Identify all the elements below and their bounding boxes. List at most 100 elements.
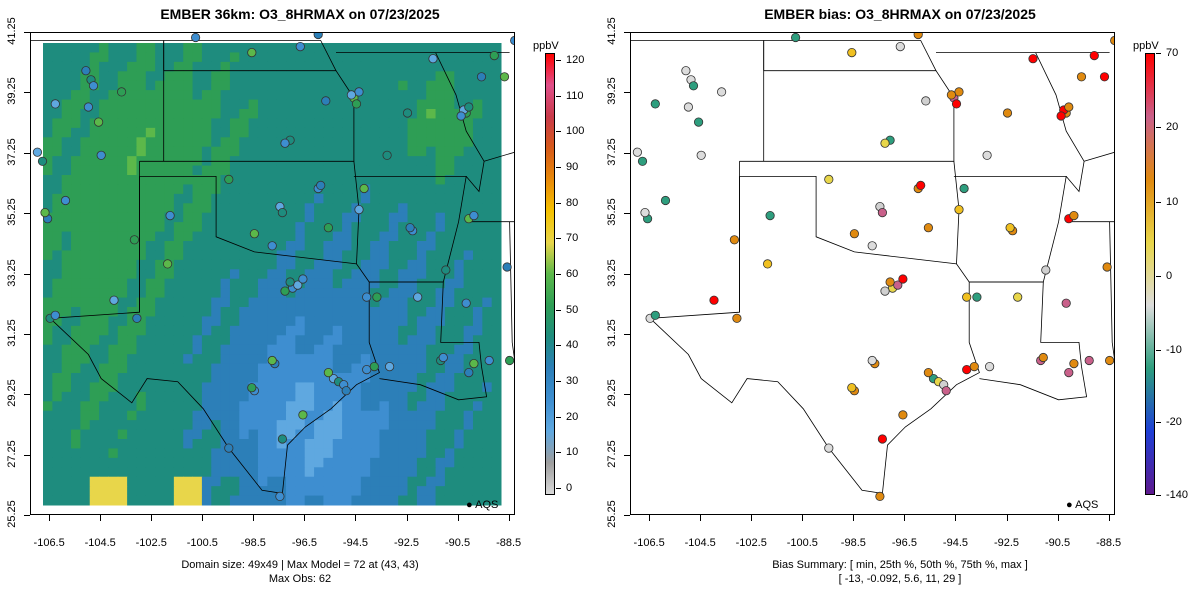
- lat-tick-mark: [24, 394, 30, 396]
- station-marker: [428, 54, 438, 64]
- station-marker: [696, 150, 706, 160]
- colorbar-tick-mark: [556, 345, 561, 347]
- station-marker: [959, 183, 969, 194]
- station-marker: [1089, 51, 1099, 61]
- colorbar-tick-label: 0: [1166, 269, 1173, 282]
- bias-panel-title: EMBER bias: O3_8HRMAX on 07/23/2025: [764, 6, 1036, 22]
- station-marker: [359, 183, 369, 194]
- station-marker: [109, 295, 119, 305]
- colorbar-tick-label: 10: [566, 446, 579, 459]
- station-marker: [224, 443, 234, 453]
- colorbar-tick-label: 10: [1166, 195, 1179, 208]
- lon-tick-label: -88.5: [496, 537, 522, 549]
- station-marker: [384, 361, 395, 372]
- lat-tick-mark: [624, 333, 630, 335]
- station-marker: [280, 138, 290, 148]
- colorbar-tick-label: 70: [1166, 47, 1179, 59]
- lon-tick-mark: [202, 515, 204, 521]
- station-marker: [469, 358, 479, 369]
- station-marker: [681, 66, 691, 76]
- station-marker: [847, 48, 857, 58]
- bias-obs-stations: [632, 33, 1114, 501]
- lat-tick-label: 25.25: [606, 500, 618, 528]
- station-marker: [341, 386, 351, 396]
- model-map-canvas: [31, 33, 514, 506]
- colorbar-tick-mark: [1156, 53, 1161, 54]
- lon-tick-mark: [700, 515, 702, 521]
- lat-tick-label: 31.25: [606, 319, 618, 347]
- lon-tick-label: -92.5: [993, 537, 1020, 549]
- station-marker: [372, 292, 382, 302]
- lat-tick-label: 41.25: [606, 17, 618, 45]
- colorbar-tick-mark: [556, 238, 561, 240]
- station-marker: [191, 33, 201, 43]
- station-marker: [280, 286, 290, 296]
- bias-map: [630, 32, 1115, 515]
- station-marker: [293, 280, 303, 290]
- station-marker: [1102, 262, 1112, 272]
- lon-tick-label: -94.5: [342, 537, 368, 549]
- station-marker: [249, 229, 259, 239]
- lon-tick-label: -90.5: [445, 537, 471, 549]
- station-marker: [923, 223, 933, 233]
- model-panel: EMBER 36km: O3_8HRMAX on 07/23/2025 41.2…: [6, 6, 584, 585]
- colorbar-tick-label: -140: [1166, 489, 1189, 501]
- lon-tick-mark: [904, 515, 906, 521]
- lat-tick-mark: [24, 32, 30, 33]
- colorbar-tick-mark: [556, 487, 561, 489]
- station-marker: [37, 156, 48, 166]
- lat-tick-mark: [624, 515, 630, 516]
- model-colorbar: [545, 53, 555, 495]
- lat-tick-label: 37.25: [6, 137, 18, 166]
- colorbar-tick-label: 80: [566, 196, 579, 209]
- lat-tick-label: 35.25: [606, 198, 618, 226]
- station-marker: [510, 35, 514, 46]
- station-marker: [96, 150, 106, 160]
- station-marker: [369, 361, 379, 372]
- station-marker: [898, 410, 908, 420]
- model-legend-label: AQS: [475, 499, 499, 511]
- station-marker: [163, 259, 173, 269]
- colorbar-tick-mark: [1156, 201, 1161, 203]
- station-marker: [505, 355, 514, 366]
- station-marker: [962, 292, 972, 302]
- lon-tick-label: -92.5: [393, 537, 420, 549]
- station-marker: [469, 211, 479, 221]
- station-marker: [502, 262, 512, 272]
- station-marker: [1084, 355, 1094, 366]
- lat-tick-label: 35.25: [6, 198, 18, 226]
- lat-tick-label: 33.25: [606, 258, 618, 287]
- station-marker: [50, 99, 60, 109]
- station-marker: [913, 33, 923, 40]
- lon-tick-label: -106.5: [33, 537, 65, 549]
- station-marker: [824, 443, 834, 453]
- colorbar-tick-label: 40: [566, 339, 579, 352]
- station-marker: [321, 96, 331, 106]
- lon-tick-mark: [955, 515, 957, 521]
- colorbar-tick-mark: [1156, 127, 1161, 129]
- station-marker: [732, 313, 742, 323]
- lon-tick-mark: [151, 515, 153, 521]
- station-marker: [247, 48, 257, 58]
- station-marker: [693, 117, 704, 127]
- station-marker: [438, 352, 448, 363]
- station-marker: [275, 491, 285, 501]
- station-marker: [637, 156, 648, 166]
- model-footer-maxobs: Max Obs: 62: [268, 573, 332, 585]
- lon-tick-label: -104.5: [684, 537, 716, 549]
- station-marker: [1099, 72, 1110, 82]
- station-marker: [362, 364, 372, 375]
- station-marker: [224, 174, 234, 184]
- station-marker: [650, 99, 660, 109]
- station-marker: [650, 310, 660, 320]
- station-marker: [877, 208, 887, 218]
- lon-tick-label: -102.5: [735, 537, 767, 549]
- lat-tick-label: 41.25: [6, 17, 18, 45]
- station-marker: [117, 87, 127, 97]
- station-marker: [729, 235, 740, 245]
- lon-tick-mark: [1006, 515, 1008, 521]
- station-marker: [885, 277, 895, 287]
- station-marker: [921, 96, 931, 106]
- lat-tick-mark: [24, 92, 30, 94]
- lon-tick-mark: [49, 515, 51, 521]
